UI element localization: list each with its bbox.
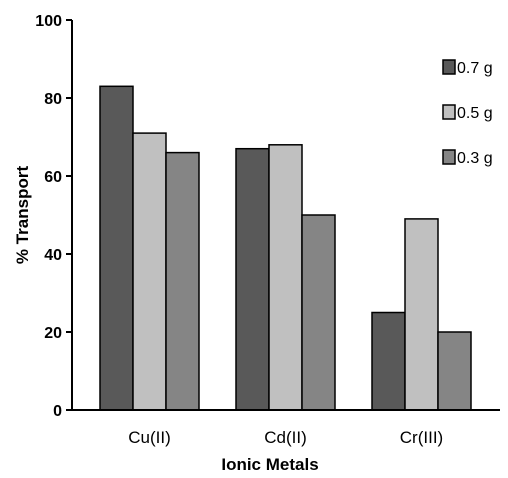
y-tick-label: 80 — [44, 91, 62, 108]
y-tick-label: 20 — [44, 325, 62, 342]
bar-0-0 — [99, 85, 134, 411]
bar-0-1 — [132, 132, 167, 411]
bar-1-1 — [268, 144, 303, 411]
legend-label: 0.7 g — [457, 60, 493, 77]
x-tick-label: Cd(II) — [264, 428, 307, 447]
bar-0-2 — [165, 151, 200, 411]
y-tick-label: 60 — [44, 169, 62, 186]
bar-1-2 — [301, 214, 336, 411]
bar-2-2 — [437, 331, 472, 411]
legend-swatch — [442, 59, 456, 75]
y-tick-label: 40 — [44, 247, 62, 264]
bars-layer — [99, 85, 472, 411]
legend-label: 0.5 g — [457, 105, 493, 122]
y-ticks: 0 20 40 60 80 100 — [35, 13, 72, 420]
bar-1-0 — [235, 147, 270, 411]
y-tick-label: 100 — [35, 13, 62, 30]
x-tick-label: Cr(III) — [400, 428, 443, 447]
y-axis-title: % Transport — [13, 166, 32, 265]
legend-swatch — [442, 104, 456, 120]
x-axis-title: Ionic Metals — [221, 455, 318, 473]
bar-2-1 — [404, 218, 439, 411]
bar-2-0 — [371, 311, 406, 411]
x-ticks: Cu(II) Cd(II) Cr(III) — [128, 428, 443, 447]
legend-swatch — [442, 149, 456, 165]
x-tick-label: Cu(II) — [128, 428, 171, 447]
y-tick-label: 0 — [53, 403, 62, 420]
legend: 0.7 g 0.5 g 0.3 g — [442, 59, 493, 167]
legend-label: 0.3 g — [457, 150, 493, 167]
